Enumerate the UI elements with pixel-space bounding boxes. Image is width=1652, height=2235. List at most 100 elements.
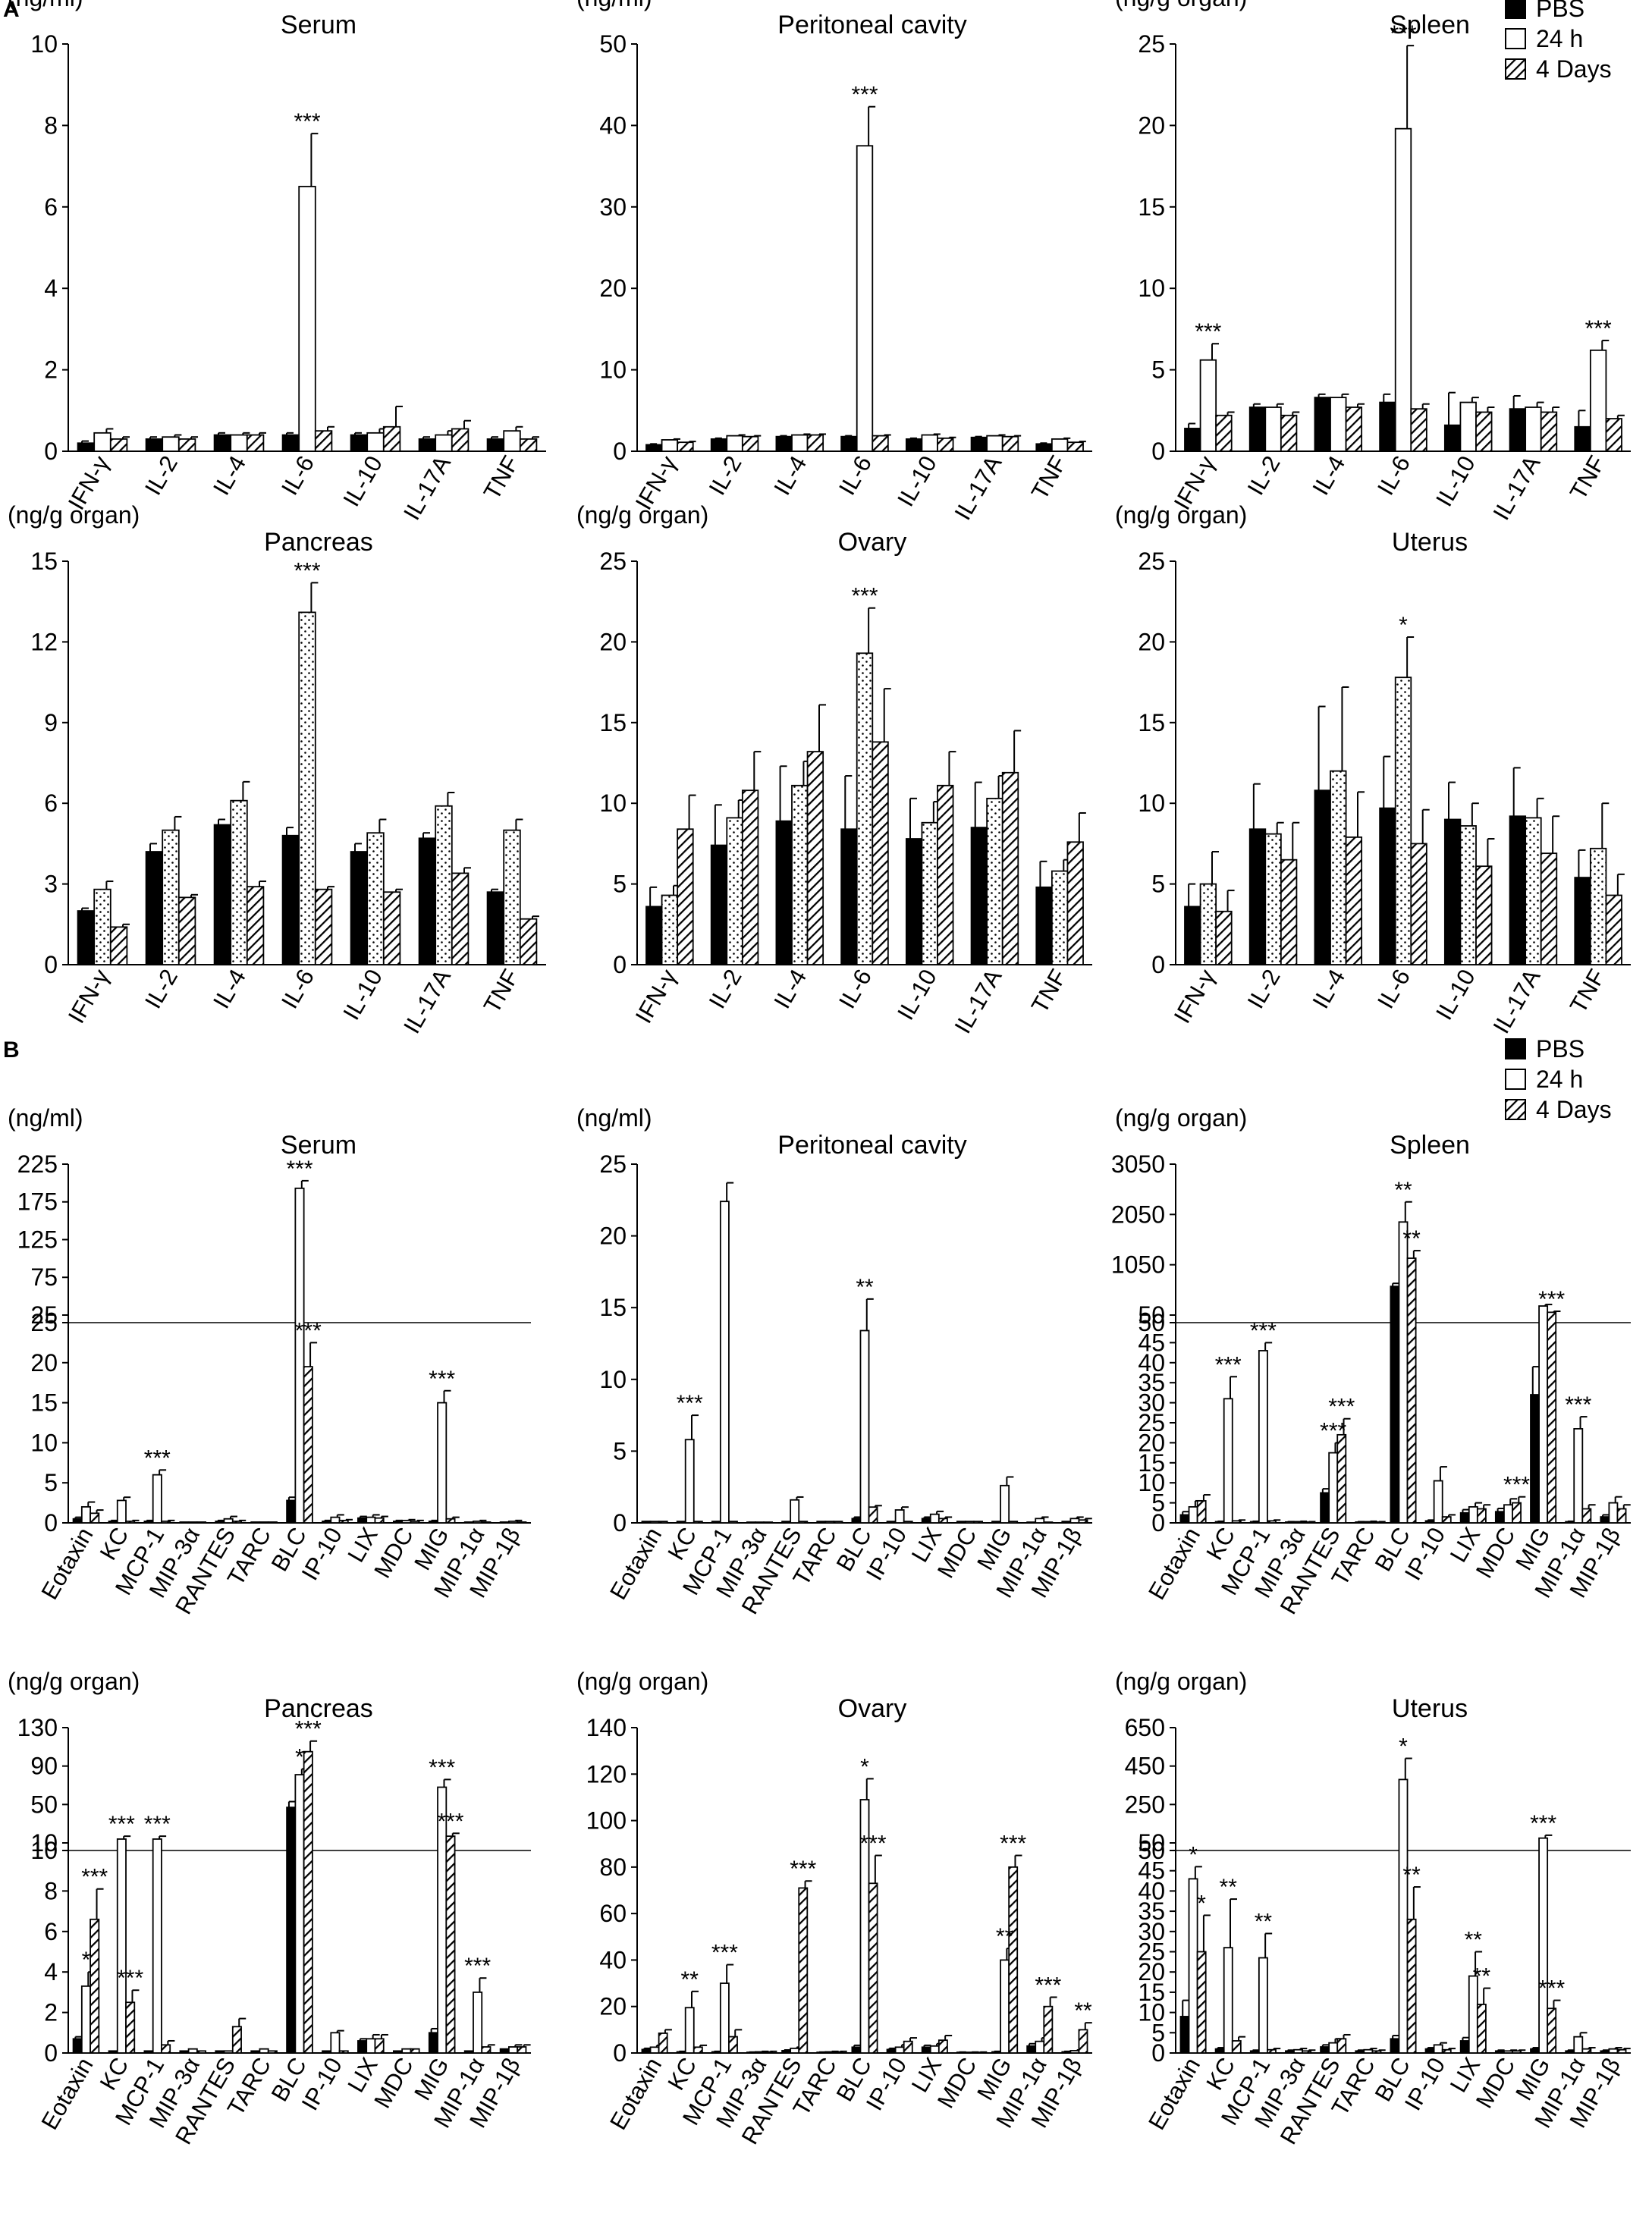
- bar-24-h: [719, 1201, 730, 1524]
- significance-label: **: [1465, 1928, 1483, 1953]
- legend-swatch: [1505, 1069, 1526, 1090]
- chart-b-peritoneal: Peritoneal cavity(ng/ml)0510152025Eotaxi…: [576, 1104, 1092, 1618]
- y-tick-label: 50: [599, 30, 627, 58]
- x-tick-label: MDC: [932, 2053, 982, 2113]
- y-tick-label: 50: [1138, 1837, 1165, 1864]
- bar-pbs: [428, 2032, 438, 2054]
- bar-4-days: [658, 1521, 668, 1524]
- y-tick-label: 15: [1138, 709, 1165, 736]
- bar-4-days: [451, 872, 470, 965]
- bar-pbs: [851, 2046, 862, 2054]
- bar-4-days: [481, 1521, 492, 1524]
- bar-4-days: [231, 1520, 242, 1524]
- bar-4-days: [90, 1918, 100, 2054]
- bar-4-days: [1547, 2007, 1557, 2054]
- bar-pbs: [77, 442, 96, 452]
- bar-4-days: [937, 437, 954, 452]
- bar-pbs: [499, 2048, 510, 2054]
- x-tick-label: IL-6: [276, 965, 319, 1013]
- y-tick-label: 12: [30, 628, 58, 655]
- y-tick-label: 15: [599, 709, 627, 736]
- bar-pbs: [921, 2046, 931, 2054]
- significance-label: ***: [144, 1446, 171, 1471]
- y-axis-unit-label: (ng/g organ): [576, 1668, 708, 1695]
- bar-4-days: [1616, 1508, 1627, 1524]
- x-tick-label: MDC: [932, 1523, 982, 1583]
- bar-24-h: [856, 145, 874, 452]
- y-tick-label: 0: [44, 1509, 58, 1537]
- y-tick-label: 50: [30, 1791, 58, 1818]
- y-axis-unit-label: (ng/g organ): [8, 1668, 140, 1695]
- bar-24-h: [1433, 2044, 1443, 2054]
- y-tick-label: 30: [1138, 1918, 1165, 1945]
- x-tick-label: TNF: [1565, 965, 1610, 1018]
- bar-4-days: [677, 828, 694, 965]
- bar-4-days: [1441, 1516, 1452, 1524]
- bar-4-days: [177, 438, 196, 452]
- bar-4-days: [1475, 865, 1493, 965]
- y-tick-label: 15: [1138, 193, 1165, 221]
- bar-pbs: [1424, 2048, 1435, 2054]
- y-tick-label: 0: [1151, 951, 1165, 978]
- bar-4-days: [1605, 418, 1622, 452]
- significance-label: *: [1189, 1842, 1198, 1867]
- bar-4-days: [382, 425, 401, 452]
- bar-4-days: [763, 1521, 774, 1524]
- bar-24-h: [1573, 1428, 1584, 1524]
- y-tick-label: 20: [599, 628, 627, 655]
- bar-4-days: [1008, 1521, 1019, 1524]
- y-tick-label: 0: [613, 951, 627, 978]
- bar-24-h: [986, 797, 1003, 965]
- bar-pbs: [392, 1520, 404, 1524]
- bar-24-h: [824, 1521, 835, 1524]
- bar-pbs: [1509, 815, 1527, 965]
- bar-pbs: [418, 438, 437, 452]
- bar-4-days: [1410, 843, 1427, 965]
- bar-4-days: [1345, 836, 1363, 965]
- bar-pbs: [645, 906, 663, 965]
- significance-label: *: [1399, 613, 1408, 638]
- y-tick-label: 2: [44, 1999, 58, 2026]
- bar-4-days: [410, 2048, 420, 2054]
- chart-panels: Serum (ng/ml) 0 2 4 6 8 10 IFN-γ IL-2 IL-4 IL-6 IL-1…: [8, 0, 1631, 2149]
- y-tick-label: 0: [44, 951, 58, 978]
- bar-4-days: [872, 435, 889, 452]
- bar-24-h: [719, 1982, 730, 2054]
- x-tick-label: IL-4: [1307, 965, 1350, 1013]
- y-tick-label: 25: [1138, 30, 1165, 58]
- x-tick-label: IL-2: [704, 451, 747, 500]
- bar-pbs: [1459, 2040, 1470, 2054]
- section-b-label: B: [3, 1037, 20, 1063]
- bar-pbs: [1530, 2048, 1540, 2054]
- bar-24-h: [401, 2048, 412, 2054]
- y-tick-label: 15: [1138, 1979, 1165, 2006]
- bar-24-h: [187, 1521, 198, 1524]
- bar-24-h: [152, 1474, 162, 1524]
- x-tick-label: MDC: [369, 2053, 419, 2113]
- bar-4-days: [1547, 1311, 1557, 1524]
- bar-pbs: [1214, 2048, 1225, 2054]
- bar-4-days: [445, 1518, 456, 1524]
- bar-pbs: [1574, 425, 1591, 452]
- bar-24-h: [1000, 1484, 1010, 1524]
- chart-a-pancreas: Pancreas (ng/g organ) 0 3 6 9 12 15 IFN-γ IL-2 IL-…: [8, 501, 546, 1038]
- bar-24-h: [435, 434, 453, 452]
- bar-24-h: [230, 434, 248, 452]
- legend-swatch: [1505, 1099, 1526, 1120]
- bar-pbs: [840, 435, 858, 452]
- bar-4-days: [1371, 1521, 1382, 1524]
- bar-4-days: [1441, 2048, 1452, 2054]
- y-tick-label: 0: [1151, 438, 1165, 465]
- legend-label: 4 Days: [1536, 55, 1612, 83]
- bar-4-days: [1231, 2040, 1242, 2054]
- y-tick-label: 130: [17, 1714, 58, 1741]
- chart-title: Uterus: [1392, 528, 1468, 557]
- bar-4-days: [1581, 2048, 1592, 2054]
- x-tick-label: IL-17A: [1488, 965, 1546, 1038]
- bar-4-days: [1616, 2048, 1627, 2054]
- bar-24-h: [1503, 2050, 1513, 2054]
- bar-4-days: [1043, 1521, 1054, 1524]
- legend-swatch: [1505, 28, 1526, 49]
- bar-24-h: [437, 1402, 448, 1524]
